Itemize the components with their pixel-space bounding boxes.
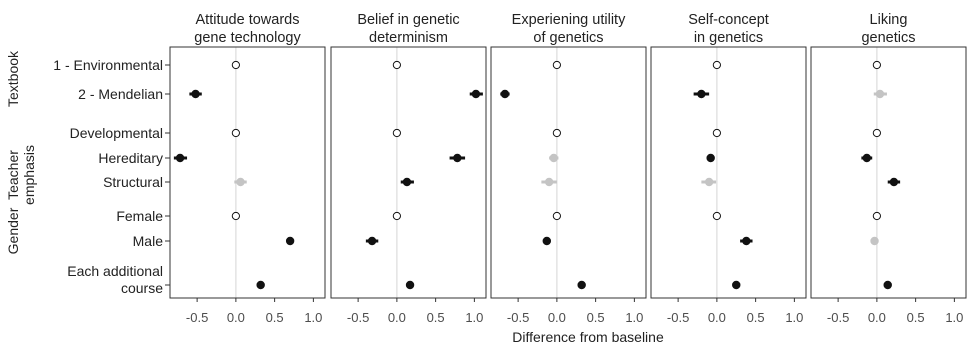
group-label-gender: Gender [5,207,21,254]
point-env-baseline [552,60,561,70]
x-tick-label: 0.0 [388,310,406,325]
point-str [889,177,899,187]
point-env-baseline [392,60,401,70]
row-label-env: 1 - Environmental [53,57,163,73]
row-label-her: Hereditary [98,150,163,166]
point-str [402,177,412,187]
point-course [883,280,892,290]
point-male [285,236,295,246]
row-label-course: Each additional course [67,263,163,296]
point-male [870,236,879,246]
row-label-mend: 2 - Mendelian [78,86,163,102]
panel-5: -0.5 0.0 0.5 1.0 [810,46,967,325]
point-fem-baseline [552,211,561,221]
panel-border [650,46,807,299]
point-male [542,236,551,246]
point-str [704,177,714,187]
panels: -0.5 0.0 0.5 1.0 -0.5 0.0 0.5 1.0 -0.5 0.0 0.5 1.0-… [169,46,967,325]
panel-border [810,46,967,299]
point-env-baseline [712,60,721,70]
point-her [549,153,558,163]
panel-1: -0.5 0.0 0.5 1.0 [169,46,326,325]
point-env-baseline [872,60,881,70]
group-labels: Textbook Teacheremphasis Gender [5,50,37,254]
point-course [577,280,586,290]
point-fem-baseline [392,211,401,221]
panel-title-3: Experiening utility of genetics [512,12,626,46]
x-tick-label: 0.5 [427,310,445,325]
x-tick-label: -0.5 [186,310,208,325]
point-mend [697,89,706,99]
point-dev-baseline [872,128,881,138]
x-tick-label: 1.0 [945,310,963,325]
point-dev-baseline [231,128,240,138]
x-tick-label: 0.5 [747,310,765,325]
panel-title-4: Self-concept in genetics [688,12,769,46]
group-label-textbook: Textbook [5,50,21,107]
point-her [175,153,185,163]
point-str [544,177,554,187]
point-course [256,280,265,290]
row-labels: 1 - Environmental 2 - Mendelian Developmen… [53,57,170,296]
panel-border [490,46,647,299]
x-tick-label: -0.5 [347,310,369,325]
x-tick-label: -0.5 [827,310,849,325]
point-mend [471,89,481,99]
row-label-male: Male [133,233,164,249]
point-her [862,153,871,163]
point-env-baseline [231,60,240,70]
point-fem-baseline [872,211,881,221]
x-tick-label: 0.5 [587,310,605,325]
point-course [732,280,741,290]
x-tick-label: 0.0 [708,310,726,325]
group-label-teacher-emphasis: Teacheremphasis [5,145,37,205]
point-her [453,153,462,163]
row-label-fem: Female [116,208,163,224]
point-dev-baseline [552,128,561,138]
point-her [706,153,715,163]
x-tick-label: 0.5 [266,310,284,325]
x-tick-label: 0.5 [907,310,925,325]
panel-2: -0.5 0.0 0.5 1.0 [330,46,487,325]
point-course [405,280,415,290]
point-mend [500,89,510,99]
panel-border [169,46,326,299]
panel-title-5: Liking genetics [861,12,915,46]
x-tick-label: 0.0 [227,310,245,325]
x-tick-label: 1.0 [304,310,322,325]
row-label-str: Structural [103,174,163,190]
point-male [742,236,751,246]
point-dev-baseline [712,128,721,138]
point-fem-baseline [712,211,721,221]
x-tick-label: -0.5 [667,310,689,325]
panel-titles: Attitude towards gene technology Belief in… [194,12,915,46]
x-tick-label: 0.0 [548,310,566,325]
x-tick-label: -0.5 [507,310,529,325]
x-tick-label: 1.0 [465,310,483,325]
point-fem-baseline [231,211,240,221]
panel-title-2: Belief in genetic determinism [357,12,459,46]
panel-3: -0.5 0.0 0.5 1.0 [490,46,647,325]
point-mend [875,89,885,99]
point-dev-baseline [392,128,401,138]
row-label-dev: Developmental [70,125,163,141]
x-tick-label: 1.0 [625,310,643,325]
x-tick-label: 1.0 [785,310,803,325]
point-mend [191,89,200,99]
panel-4: -0.5 0.0 0.5 1.0 [650,46,807,325]
point-male [367,236,377,246]
point-str [236,177,245,187]
x-tick-label: 0.0 [868,310,886,325]
panel-border [330,46,487,299]
x-axis-title: Difference from baseline [512,329,664,345]
panel-title-1: Attitude towards gene technology [194,12,301,46]
